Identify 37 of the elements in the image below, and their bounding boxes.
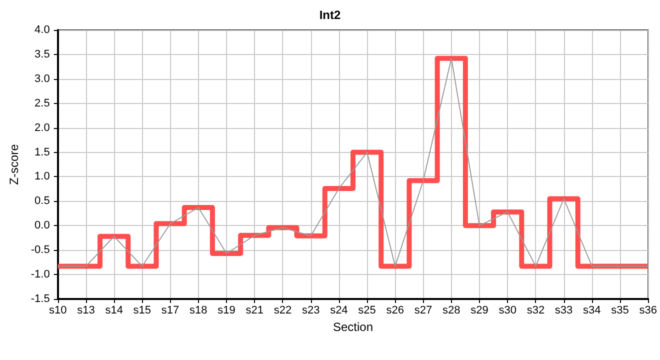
x-tick-label: s32: [526, 304, 545, 316]
y-tick-label: -0.5: [30, 244, 50, 256]
x-axis-title: Section: [332, 320, 374, 334]
y-tick-label: 0.5: [34, 195, 50, 208]
y-tick-label: 0.0: [34, 220, 50, 232]
y-tick-label: 1.0: [34, 170, 50, 183]
x-tick-label: s24: [330, 304, 348, 316]
x-tick-label: s15: [133, 304, 152, 316]
x-tick-label: s10: [48, 304, 67, 316]
chart-title: Int2: [319, 8, 341, 22]
x-tick-label: s33: [554, 304, 573, 316]
x-tick-label: s14: [105, 304, 123, 316]
x-tick-label: s17: [161, 304, 180, 316]
x-tick-label: s35: [611, 304, 629, 316]
y-tick-label: 3.5: [34, 48, 50, 60]
y-tick-label: 3.0: [34, 72, 50, 85]
y-tick-label: 1.5: [34, 146, 50, 158]
x-tick-label: s30: [498, 304, 516, 316]
y-tick-label: -1.0: [30, 268, 50, 281]
y-tick-label: 2.0: [34, 122, 50, 134]
y-axis-title: Z-score: [7, 144, 21, 185]
x-tick-label: s29: [470, 304, 488, 316]
y-tick-label: 2.5: [34, 97, 50, 110]
x-tick-label: s21: [246, 304, 264, 316]
y-tick-label: -1.5: [30, 293, 50, 305]
x-tick-label: s18: [190, 304, 208, 316]
y-tick-label: 4.0: [34, 24, 50, 36]
x-tick-label: s36: [639, 304, 658, 316]
x-tick-label: s27: [414, 304, 432, 316]
x-tick-label: s22: [274, 304, 292, 316]
x-tick-label: s19: [218, 304, 236, 316]
x-tick-label: s34: [583, 304, 601, 316]
x-tick-label: s28: [442, 304, 460, 316]
x-tick-label: s13: [77, 304, 95, 316]
x-tick-label: s25: [358, 304, 376, 316]
x-tick-label: s23: [302, 304, 320, 316]
x-tick-label: s26: [386, 304, 404, 316]
